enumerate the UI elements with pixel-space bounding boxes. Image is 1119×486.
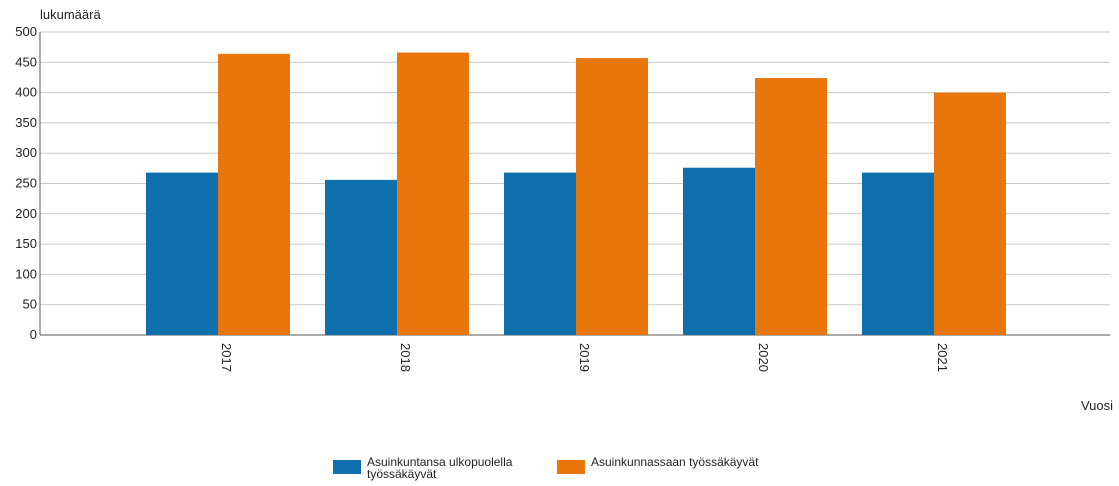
x-tick-label: 2020 bbox=[756, 343, 771, 372]
legend-swatch bbox=[333, 460, 361, 474]
y-tick-label: 400 bbox=[15, 85, 37, 100]
y-tick-label: 50 bbox=[23, 297, 37, 312]
bar bbox=[218, 53, 290, 335]
y-tick-label: 350 bbox=[15, 115, 37, 130]
y-tick-label: 150 bbox=[15, 236, 37, 251]
x-axis-title: Vuosi bbox=[1081, 398, 1113, 413]
bar bbox=[504, 172, 576, 335]
y-tick-label: 450 bbox=[15, 54, 37, 69]
bar bbox=[683, 167, 755, 335]
y-axis-title: lukumäärä bbox=[40, 7, 101, 22]
x-tick-label: 2019 bbox=[577, 343, 592, 372]
x-tick-label: 2021 bbox=[935, 343, 950, 372]
y-tick-label: 300 bbox=[15, 145, 37, 160]
bar bbox=[576, 58, 648, 336]
legend-label: Asuinkuntansa ulkopuolella työssäkäyvät bbox=[367, 455, 513, 481]
y-tick-label: 100 bbox=[15, 266, 37, 281]
y-tick-label: 500 bbox=[15, 24, 37, 39]
legend-swatch bbox=[557, 460, 585, 474]
y-tick-label: 200 bbox=[15, 206, 37, 221]
legend-item-series-1: Asuinkunnassaan työssäkäyvät bbox=[557, 456, 758, 474]
y-tick-label: 250 bbox=[15, 176, 37, 191]
bar bbox=[862, 172, 934, 335]
bar bbox=[755, 78, 827, 335]
y-tick-label: 0 bbox=[30, 327, 37, 342]
y-axis-ticks: 0 50 100 150 200 250 300 350 400 450 500 bbox=[15, 24, 37, 342]
legend-item-series-0: Asuinkuntansa ulkopuolella työssäkäyvät bbox=[333, 456, 543, 480]
bar bbox=[934, 92, 1006, 335]
bar bbox=[325, 179, 397, 335]
x-tick-label: 2017 bbox=[219, 343, 234, 372]
legend-label: Asuinkunnassaan työssäkäyvät bbox=[591, 455, 759, 469]
bar bbox=[397, 52, 469, 335]
bars bbox=[146, 52, 1006, 336]
bar bbox=[146, 172, 218, 335]
x-axis-ticks: 2017 2018 2019 2020 2021 bbox=[219, 343, 950, 372]
x-tick-label: 2018 bbox=[398, 343, 413, 372]
legend: Asuinkuntansa ulkopuolella työssäkäyvät … bbox=[333, 456, 772, 480]
